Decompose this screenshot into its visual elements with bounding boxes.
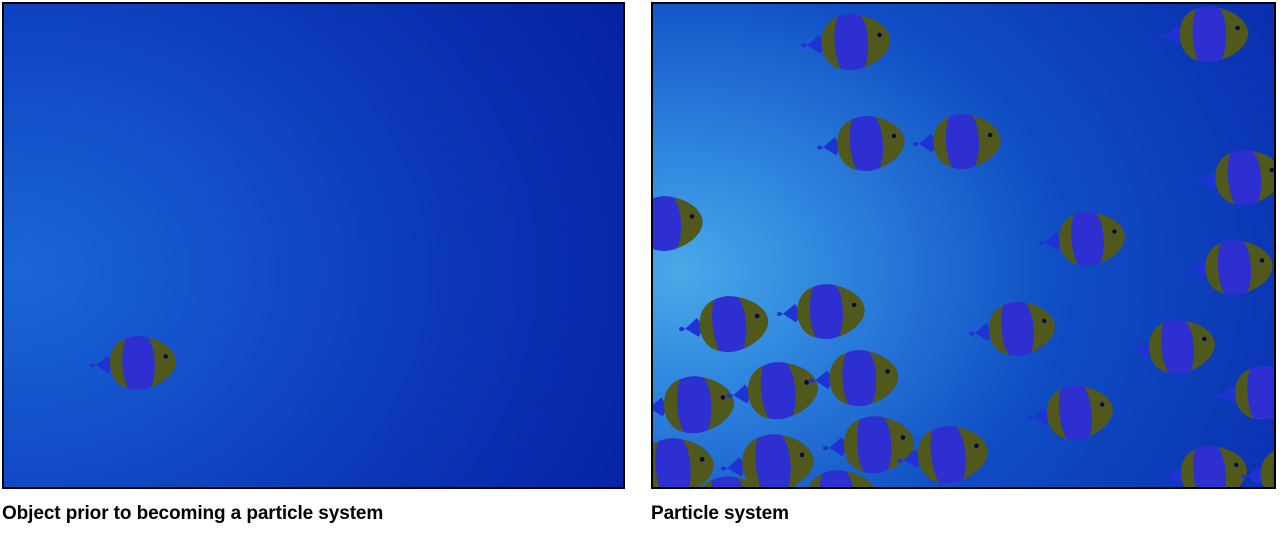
caption-after: Particle system (651, 503, 1276, 525)
panel-before: Object prior to becoming a particle syst… (2, 2, 625, 525)
canvas-before (2, 2, 625, 489)
caption-before: Object prior to becoming a particle syst… (2, 503, 625, 525)
comparison-figure: Object prior to becoming a particle syst… (0, 0, 1288, 525)
panel-after: Particle system (651, 2, 1276, 525)
canvas-after (651, 2, 1276, 489)
